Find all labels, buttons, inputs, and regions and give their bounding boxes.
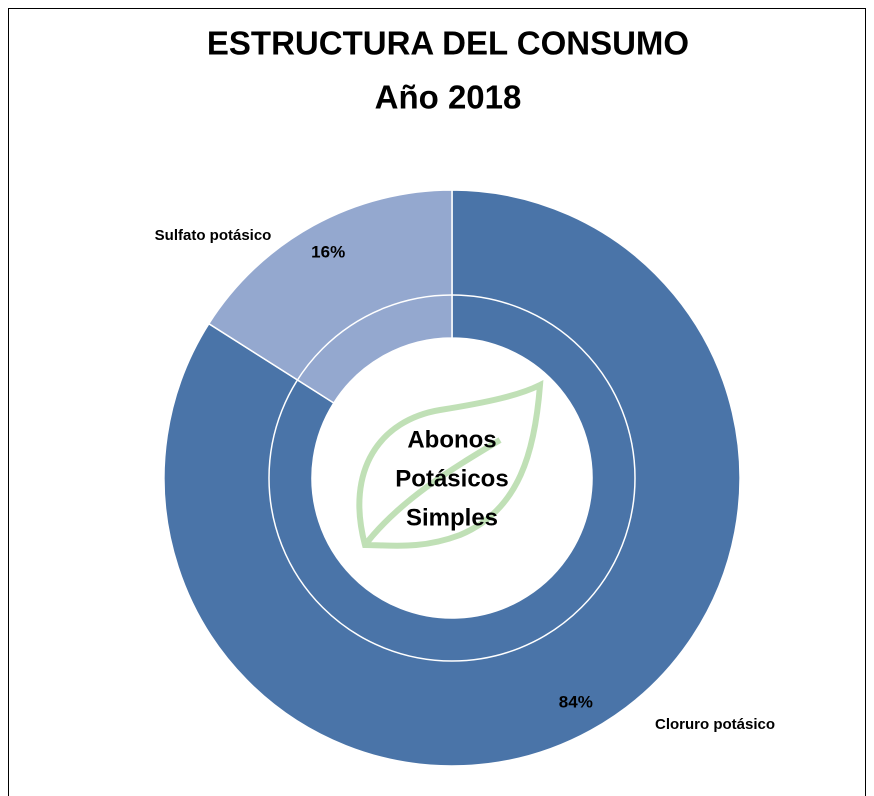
chart-title: ESTRUCTURA DEL CONSUMO: [207, 25, 689, 62]
chart-subtitle: Año 2018: [375, 79, 522, 116]
category-label: Cloruro potásico: [655, 716, 775, 733]
leaf-icon: [356, 379, 544, 549]
center-text: Potásicos: [395, 465, 508, 492]
value-label: 84%: [559, 693, 593, 712]
donut-segment: [163, 189, 741, 767]
ring-separator: [268, 294, 636, 662]
donut: [163, 189, 741, 767]
center-text: Simples: [406, 504, 498, 531]
donut-segment: [207, 189, 453, 405]
value-label: 16%: [311, 242, 345, 261]
center-text: Abonos: [407, 426, 496, 453]
category-label: Sulfato potásico: [155, 227, 272, 244]
